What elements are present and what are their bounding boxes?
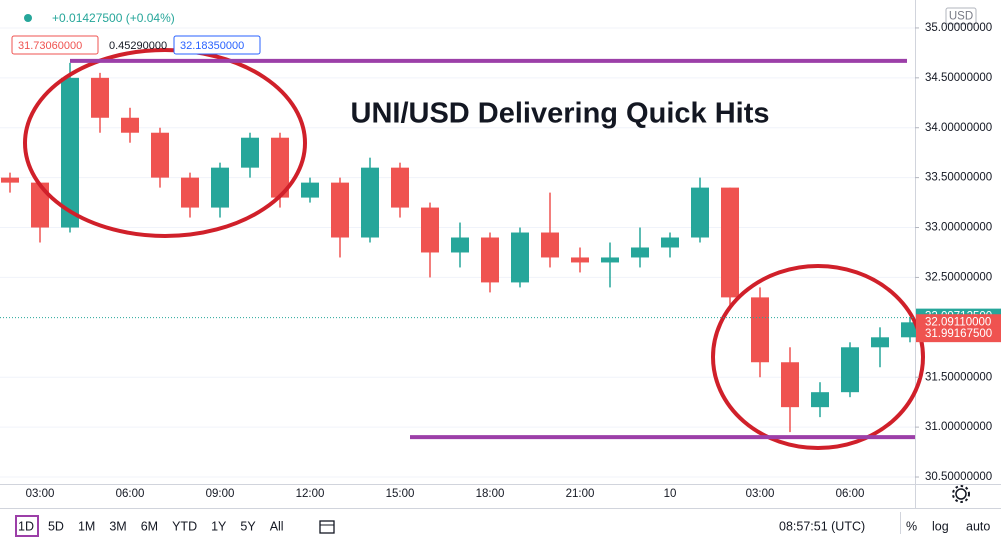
y-tick-label: 32.50000000 (925, 271, 992, 283)
candle-body (511, 232, 529, 283)
price-mark-box (916, 326, 1001, 343)
candle-body (691, 187, 709, 238)
range-button[interactable]: 5D (48, 519, 64, 533)
candle-body (391, 167, 409, 208)
bid-box[interactable] (11, 35, 99, 55)
candle-body (31, 182, 49, 228)
candle-body (481, 237, 499, 283)
candle-body (271, 137, 289, 198)
x-tick-label: 09:00 (206, 488, 235, 500)
toolbar: 1D 5D 1M 3M 6M YTD 1Y 5Y All 08:57:51 (UTC)% log au… (15, 515, 990, 537)
x-tick-label: 10 (664, 488, 677, 500)
candle-body (181, 177, 199, 208)
candle-body (331, 182, 349, 238)
candle-body (301, 182, 319, 198)
annotations (23, 48, 925, 450)
candle-body (601, 257, 619, 263)
candle-body (901, 322, 919, 338)
candle-body (841, 347, 859, 393)
candle-body (1, 177, 19, 183)
range-button[interactable]: 6M (141, 519, 158, 533)
spread: 0.45290000 (109, 40, 167, 52)
x-tick-label: 15:00 (386, 488, 415, 500)
y-tick-label: 35.00000000 (925, 22, 992, 34)
range-button[interactable]: YTD (172, 519, 197, 533)
change: +0.01427500 (+0.04%) (52, 11, 175, 25)
x-tick-label: 03:00 (26, 488, 55, 500)
ask-box[interactable] (173, 35, 261, 55)
range-button[interactable]: 1Y (211, 519, 227, 533)
y-tick-label: 34.50000000 (925, 72, 992, 84)
candle-body (61, 77, 79, 228)
candle-body (661, 237, 679, 248)
y-tick-label: 31.50000000 (925, 371, 992, 383)
price-mark: 32.09110000 (925, 316, 991, 328)
clock: 08:57:51 (UTC) (779, 519, 865, 533)
x-tick-label: 21:00 (566, 488, 595, 500)
x-tick-label: 03:00 (746, 488, 775, 500)
highlight-ellipse (23, 48, 307, 238)
candle-body (241, 137, 259, 168)
ask: 32.18350000 (180, 40, 244, 52)
y-tick-label: 34.00000000 (925, 122, 992, 134)
candle-body (421, 207, 439, 253)
y-tick-label: 31.00000000 (925, 421, 992, 433)
calendar-icon[interactable] (319, 520, 335, 534)
candle-body (721, 187, 739, 298)
range-button[interactable]: 1M (78, 519, 95, 533)
range-selected (15, 515, 39, 537)
annotation-title: UNI/USD Delivering Quick Hits (351, 98, 770, 130)
range-button[interactable]: All (270, 519, 284, 533)
currency: USD (949, 11, 973, 23)
candle-body (361, 167, 379, 238)
candle-body (451, 237, 469, 253)
scale-option[interactable]: auto (966, 519, 990, 533)
candle-body (811, 392, 829, 408)
scale-option[interactable]: % (906, 519, 917, 533)
bid: 31.73060000 (18, 40, 82, 52)
grid (0, 27, 915, 478)
range-button[interactable]: 1D (18, 519, 34, 533)
scale-option[interactable]: log (932, 519, 949, 533)
y-tick-label: 30.50000000 (925, 471, 992, 483)
status-dot (24, 14, 32, 22)
settings-icon[interactable] (952, 485, 970, 503)
x-tick-label: 06:00 (836, 488, 865, 500)
candle-body (121, 117, 139, 133)
candle-body (871, 337, 889, 348)
candle-body (571, 257, 589, 263)
price-mark: 31.99167500 (925, 328, 992, 340)
y-tick-label: 33.00000000 (925, 222, 992, 234)
candle-body (751, 297, 769, 363)
highlight-ellipse (711, 264, 925, 450)
x-tick-label: 18:00 (476, 488, 505, 500)
candles (1, 62, 919, 433)
y-tick-label: 33.50000000 (925, 172, 992, 184)
candle-body (151, 132, 169, 178)
x-tick-label: 06:00 (116, 488, 145, 500)
range-button[interactable]: 5Y (240, 519, 256, 533)
candle-body (211, 167, 229, 208)
x-tick-label: 12:00 (296, 488, 325, 500)
candle-body (781, 362, 799, 408)
candle-body (541, 232, 559, 258)
range-button[interactable]: 3M (109, 519, 126, 533)
currency-box[interactable] (945, 7, 977, 25)
candle-body (631, 247, 649, 258)
candle-body (91, 77, 109, 118)
